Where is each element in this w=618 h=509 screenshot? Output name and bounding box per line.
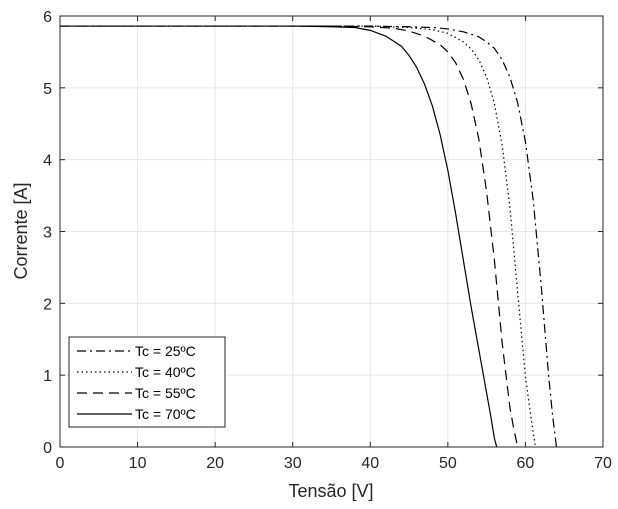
grid [60,16,603,447]
series-line-tc70 [60,25,498,448]
y-tick-label: 0 [43,440,52,457]
y-tick-label: 4 [43,153,52,170]
y-tick-label: 5 [43,81,52,98]
series-layer [60,25,558,448]
x-tick-label: 10 [129,455,147,472]
x-tick-label: 60 [517,455,535,472]
x-tick-label: 0 [56,455,65,472]
legend-box [68,336,226,428]
x-axis-title: Tensão [V] [288,481,373,501]
legend: Tc = 25ºC Tc = 40ºC Tc = 55ºC Tc = 70ºC [68,336,226,428]
y-tick-label: 1 [43,368,52,385]
x-tick-label: 70 [594,455,612,472]
legend-label: Tc = 25ºC [135,343,196,359]
y-tick-label: 3 [43,225,52,242]
y-tick-label: 2 [43,296,52,313]
legend-label: Tc = 40ºC [135,364,196,380]
legend-label: Tc = 55ºC [135,385,196,401]
x-tick-label: 50 [439,455,457,472]
legend-label: Tc = 70ºC [135,406,196,422]
x-tick-label: 40 [361,455,379,472]
y-axis-title: Corrente [A] [11,182,31,279]
x-tick-label: 20 [206,455,224,472]
y-tick-label: 6 [43,9,52,26]
x-tick-label: 30 [284,455,302,472]
ticks: 0 10 20 30 40 50 60 70 0 1 2 3 4 5 6 [43,9,612,472]
